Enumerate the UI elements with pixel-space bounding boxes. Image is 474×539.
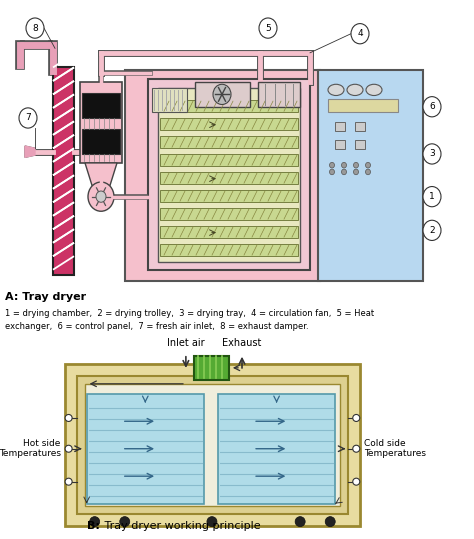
Bar [87, 394, 204, 503]
Circle shape [96, 191, 106, 202]
Bar [194, 356, 229, 380]
Text: 1 = drying chamber,  2 = drying trolley,  3 = drying tray,  4 = circulation fan,: 1 = drying chamber, 2 = drying trolley, … [5, 309, 374, 330]
Circle shape [329, 169, 335, 175]
Bar [160, 226, 298, 238]
Text: Exhaust: Exhaust [222, 338, 262, 348]
Bar [85, 384, 340, 506]
Circle shape [423, 96, 441, 117]
Circle shape [88, 182, 114, 211]
Bar [160, 244, 298, 256]
Polygon shape [25, 146, 35, 157]
Circle shape [341, 169, 346, 175]
Circle shape [26, 18, 44, 38]
Text: Hot side
Temperatures: Hot side Temperatures [0, 439, 61, 459]
Circle shape [365, 169, 371, 175]
Bar [64, 364, 360, 526]
Circle shape [423, 186, 441, 207]
Bar [328, 99, 398, 112]
Text: Tray dryer working principle: Tray dryer working principle [100, 521, 260, 530]
Text: Inlet air: Inlet air [167, 338, 205, 348]
Polygon shape [85, 163, 117, 185]
Circle shape [19, 108, 37, 128]
Circle shape [353, 478, 360, 485]
Bar [160, 172, 298, 184]
Circle shape [325, 517, 335, 527]
Bar [148, 79, 310, 270]
Circle shape [423, 220, 441, 240]
Text: 3: 3 [429, 149, 435, 158]
Circle shape [120, 517, 130, 527]
Bar [195, 82, 250, 107]
Ellipse shape [366, 84, 382, 95]
Bar [355, 122, 365, 132]
Circle shape [341, 162, 346, 168]
Bar [258, 82, 300, 107]
Circle shape [365, 162, 371, 168]
Bar [318, 70, 423, 281]
Circle shape [295, 517, 305, 527]
Text: 2: 2 [429, 226, 435, 235]
Circle shape [423, 144, 441, 164]
Circle shape [351, 24, 369, 44]
Bar [160, 208, 298, 220]
Bar [158, 88, 300, 262]
Text: A: Tray dryer: A: Tray dryer [5, 292, 86, 302]
Text: 4: 4 [357, 29, 363, 38]
Circle shape [65, 445, 72, 452]
Bar [82, 93, 120, 118]
Bar [335, 141, 345, 149]
Circle shape [354, 169, 358, 175]
Circle shape [353, 414, 360, 421]
Text: 6: 6 [429, 102, 435, 111]
Bar [335, 122, 345, 132]
Ellipse shape [347, 84, 363, 95]
Bar [53, 67, 74, 275]
Text: 7: 7 [25, 114, 31, 122]
Text: B:: B: [87, 521, 100, 530]
Circle shape [65, 478, 72, 485]
Bar [160, 118, 298, 130]
Bar [160, 154, 298, 167]
Bar [80, 82, 122, 163]
Bar [152, 88, 187, 112]
Text: 8: 8 [32, 24, 38, 32]
Circle shape [207, 517, 217, 527]
Circle shape [353, 445, 360, 452]
Bar [218, 394, 335, 503]
Circle shape [213, 84, 231, 105]
Bar [77, 376, 348, 514]
Bar [160, 190, 298, 202]
Ellipse shape [328, 84, 344, 95]
Bar [160, 100, 298, 112]
Bar [125, 70, 320, 281]
Bar [355, 141, 365, 149]
Circle shape [65, 414, 72, 421]
Circle shape [329, 162, 335, 168]
Text: Cold side
Temperatures: Cold side Temperatures [365, 439, 426, 459]
Text: 5: 5 [265, 24, 271, 32]
Circle shape [259, 18, 277, 38]
Circle shape [354, 162, 358, 168]
Bar [82, 129, 120, 154]
Bar [160, 136, 298, 148]
Circle shape [90, 517, 100, 527]
Polygon shape [25, 146, 35, 157]
Text: 1: 1 [429, 192, 435, 201]
